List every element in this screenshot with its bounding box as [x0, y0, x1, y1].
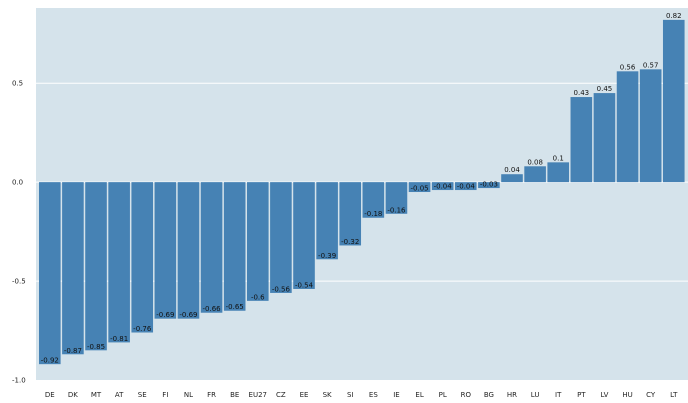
- value-label-mt: -0.85: [87, 343, 105, 351]
- bar-hr: [501, 174, 523, 183]
- x-tick-label-hu: HU: [622, 391, 632, 399]
- x-tick-label-es: ES: [369, 391, 378, 399]
- value-label-pl: -0.04: [434, 183, 453, 191]
- value-label-cy: 0.57: [643, 61, 659, 69]
- x-tick-label-fr: FR: [207, 391, 216, 399]
- x-tick-label-be: BE: [230, 391, 239, 399]
- value-label-ro: -0.04: [457, 183, 476, 191]
- value-label-ie: -0.16: [387, 206, 406, 214]
- bar-pt: [570, 97, 593, 183]
- bar-dk: [62, 182, 84, 355]
- x-tick-label-si: SI: [347, 391, 354, 399]
- bar-lv: [593, 93, 616, 183]
- bar-pl: [431, 182, 454, 191]
- x-tick-label-cz: CZ: [276, 391, 286, 399]
- x-tick-label-cy: CY: [646, 391, 656, 399]
- x-tick-label-bg: BG: [484, 391, 494, 399]
- x-tick-label-mt: MT: [91, 391, 102, 399]
- x-tick-label-de: DE: [45, 391, 55, 399]
- bar-be: [223, 182, 246, 311]
- value-label-lt: 0.82: [666, 12, 682, 20]
- bar-hu: [616, 71, 639, 183]
- value-label-lv: 0.45: [597, 85, 613, 93]
- x-tick-label-pt: PT: [577, 391, 586, 399]
- value-label-at: -0.81: [110, 335, 128, 343]
- x-tick-label-sk: SK: [323, 391, 332, 399]
- x-tick-label-lv: LV: [600, 391, 608, 399]
- x-tick-label-el: EL: [415, 391, 423, 399]
- bar-mt: [85, 182, 107, 351]
- bar-ro: [454, 182, 477, 191]
- bar-at: [108, 182, 130, 343]
- x-tick-label-it: IT: [555, 391, 562, 399]
- x-tick-label-lu: LU: [531, 391, 540, 399]
- bar-fi: [154, 182, 177, 319]
- value-label-es: -0.18: [364, 210, 382, 218]
- y-tick-label: 0.5: [12, 80, 23, 88]
- x-tick-label-fi: FI: [162, 391, 168, 399]
- x-tick-label-ro: RO: [461, 391, 472, 399]
- value-label-el: -0.05: [410, 185, 428, 193]
- bar-fr: [200, 182, 223, 313]
- x-tick-label-at: AT: [115, 391, 124, 399]
- value-label-eu27: -0.6: [251, 293, 265, 301]
- value-label-hr: 0.04: [504, 166, 520, 174]
- value-label-it: 0.1: [553, 154, 564, 162]
- y-tick-label: -1.0: [12, 377, 26, 385]
- value-label-ee: -0.54: [295, 281, 314, 289]
- bar-lt: [662, 19, 685, 183]
- bar-el: [408, 182, 431, 193]
- x-tick-label-hr: HR: [507, 391, 517, 399]
- value-label-hu: 0.56: [620, 63, 636, 71]
- bar-cz: [270, 182, 292, 293]
- x-tick-label-ie: IE: [393, 391, 400, 399]
- value-label-pt: 0.43: [574, 89, 590, 97]
- value-label-si: -0.32: [341, 238, 359, 246]
- value-label-bg: -0.03: [480, 181, 498, 189]
- bar-lu: [524, 166, 546, 183]
- value-label-fr: -0.66: [203, 305, 222, 313]
- bars: [39, 19, 685, 365]
- value-label-sk: -0.39: [318, 252, 336, 260]
- bar-es: [362, 182, 385, 218]
- x-tick-label-pl: PL: [439, 391, 447, 399]
- y-axis-tick-labels: -1.0 -0.5 0.0 0.5: [12, 80, 26, 385]
- value-label-nl: -0.69: [179, 311, 197, 319]
- value-label-se: -0.76: [133, 325, 152, 333]
- bar-bg: [478, 182, 500, 189]
- value-label-lu: 0.08: [527, 158, 543, 166]
- value-labels: -0.92 -0.87 -0.85 -0.81 -0.76 -0.69 -0.69 -0.66…: [41, 12, 682, 365]
- x-tick-label-ee: EE: [300, 391, 309, 399]
- x-tick-label-lt: LT: [670, 391, 678, 399]
- x-axis-tick-labels: DE DK MT AT SE FI NL FR BE EU27 CZ EE SK SI ES IE EL PL RO…: [45, 391, 678, 399]
- y-tick-label: 0.0: [12, 179, 23, 187]
- bar-cy: [639, 69, 662, 183]
- value-label-cz: -0.56: [272, 285, 291, 293]
- bar-ie: [385, 182, 408, 214]
- bar-si: [339, 182, 362, 246]
- value-label-be: -0.65: [226, 303, 244, 311]
- value-label-fi: -0.69: [156, 311, 174, 319]
- value-label-de: -0.92: [41, 357, 59, 365]
- bar-de: [39, 182, 61, 365]
- x-tick-label-nl: NL: [184, 391, 193, 399]
- bar-se: [131, 182, 154, 333]
- x-tick-label-se: SE: [138, 391, 147, 399]
- bar-ee: [293, 182, 315, 289]
- x-tick-label-dk: DK: [68, 391, 78, 399]
- x-tick-label-eu27: EU27: [249, 391, 267, 399]
- bar-eu27: [246, 182, 269, 301]
- bar-sk: [316, 182, 338, 260]
- value-label-dk: -0.87: [64, 347, 82, 355]
- bar-nl: [177, 182, 200, 319]
- y-tick-label: -0.5: [12, 278, 26, 286]
- bar-it: [547, 162, 570, 183]
